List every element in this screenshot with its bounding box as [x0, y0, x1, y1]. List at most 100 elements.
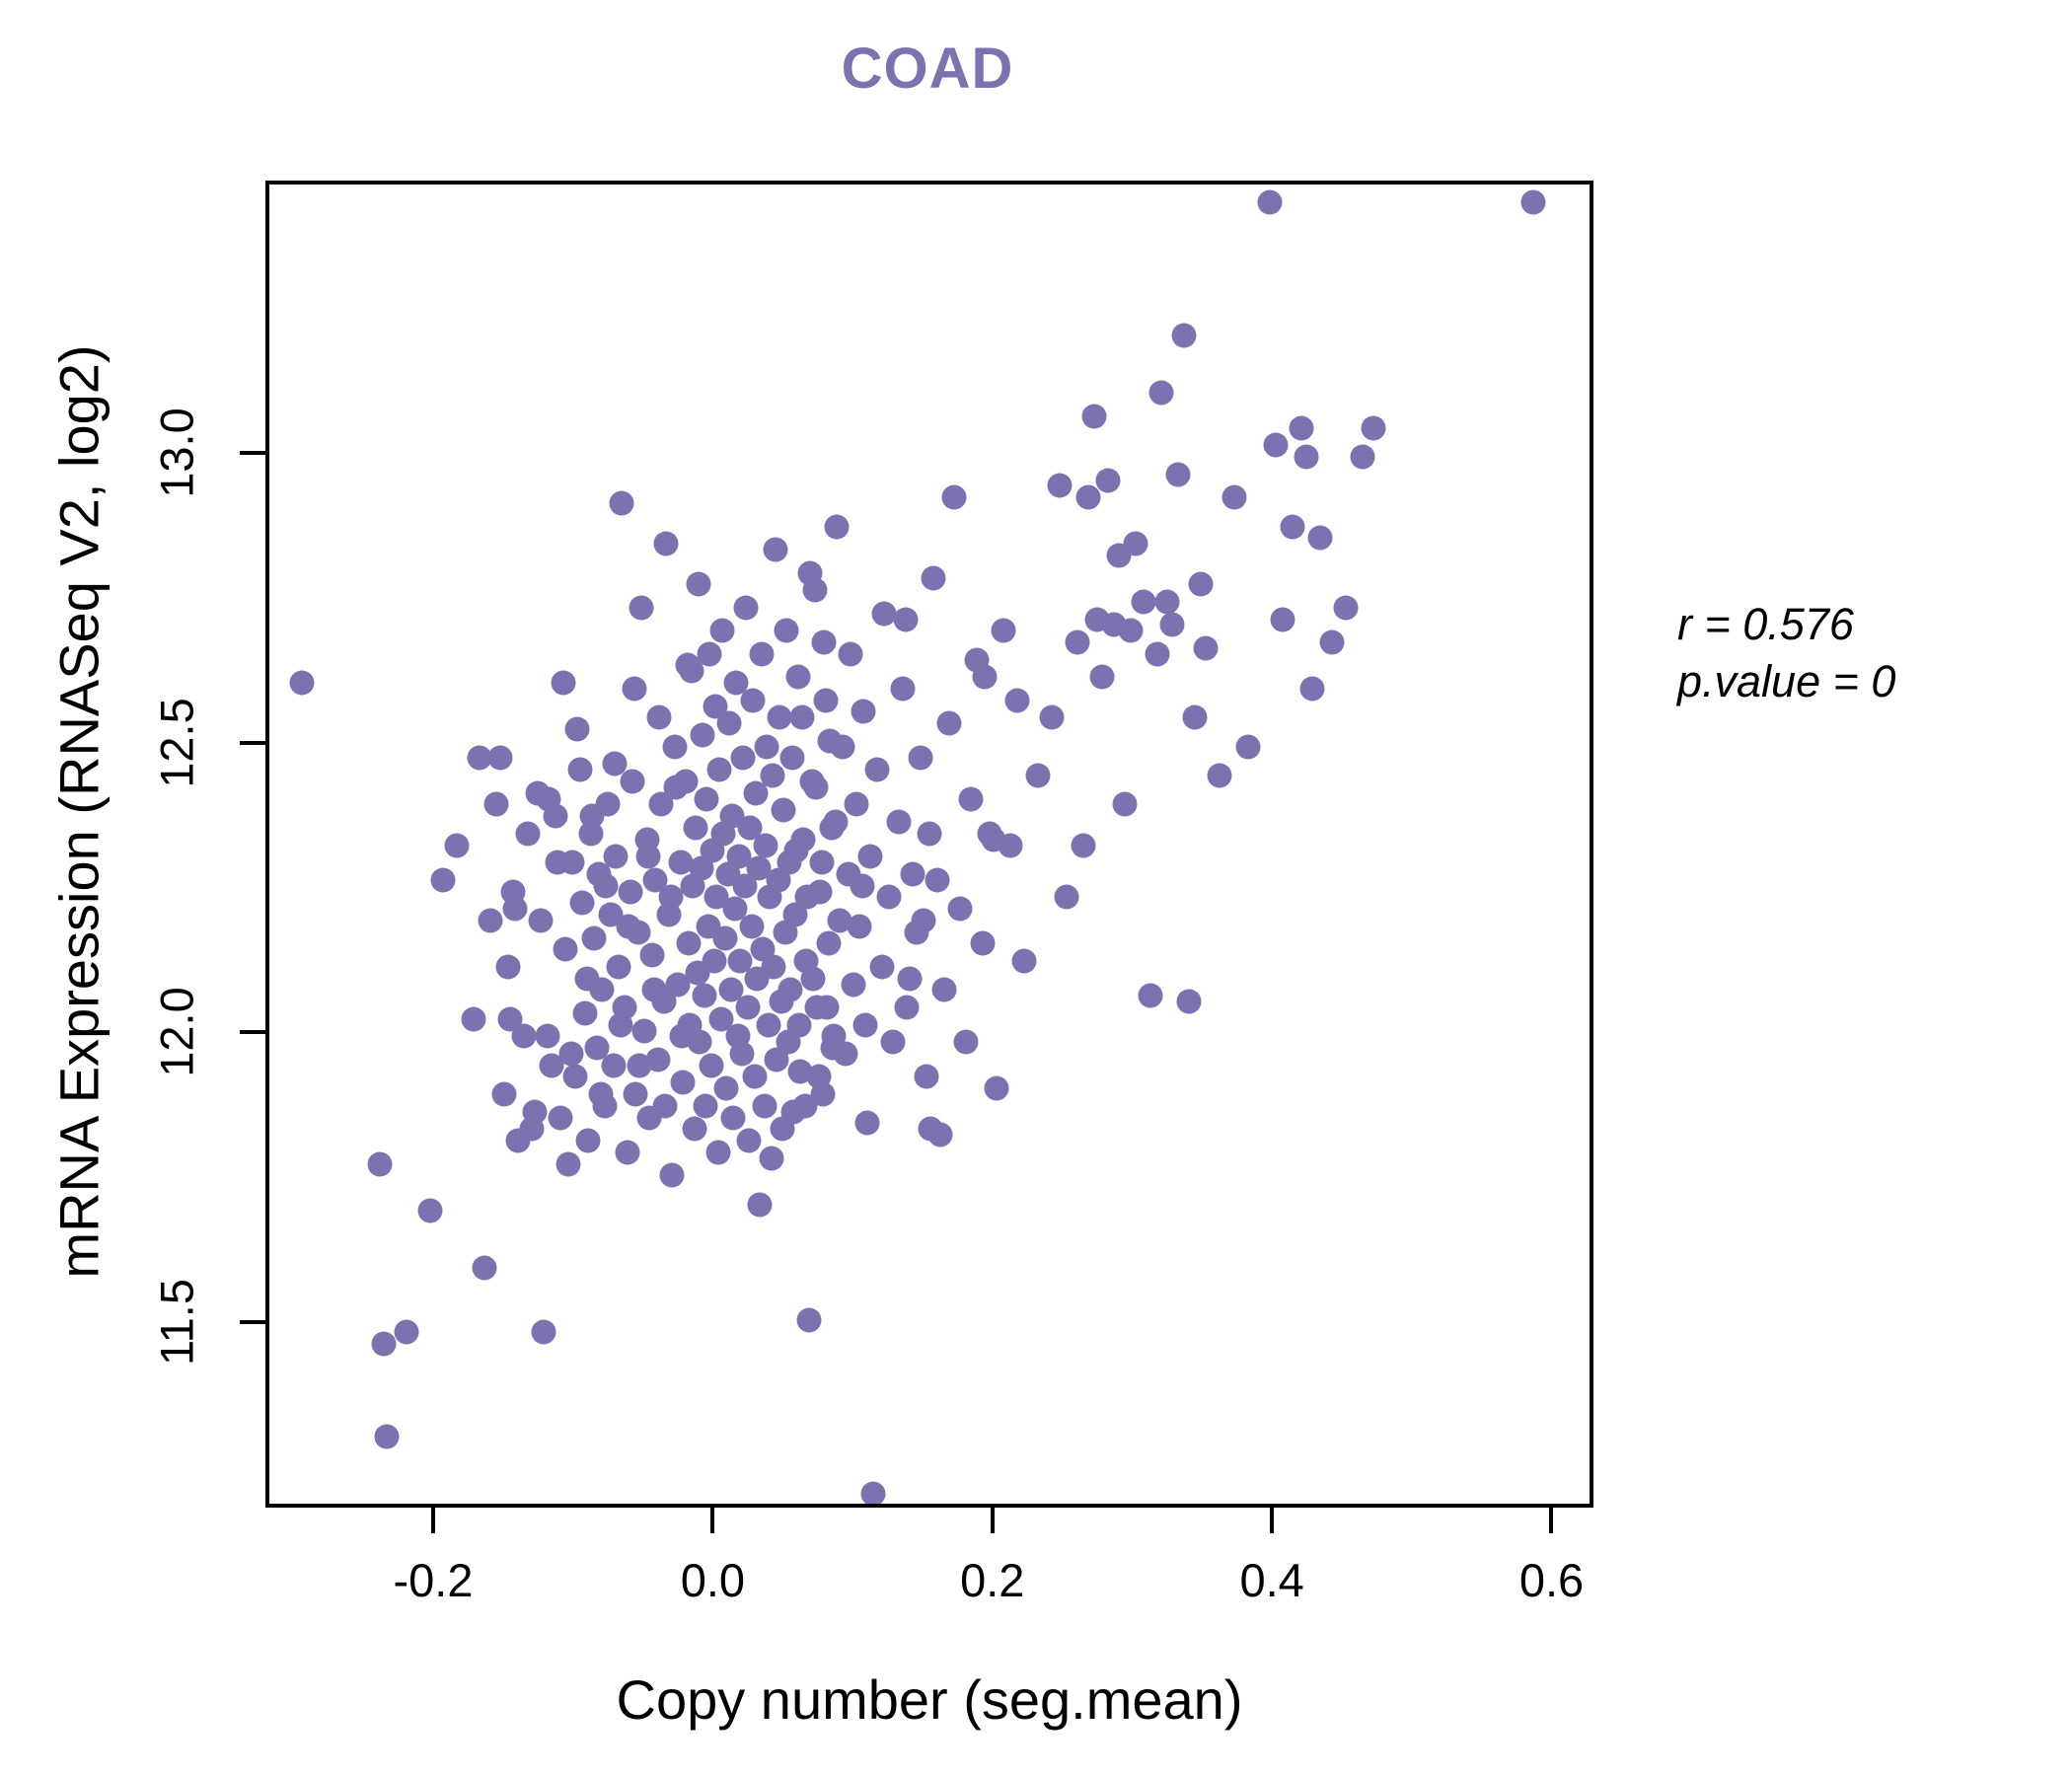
data-point — [796, 1307, 822, 1333]
data-point — [1025, 763, 1051, 788]
correlation-stats-annotation: r = 0.576 p.value = 0 — [1677, 596, 1895, 709]
data-point — [629, 595, 654, 621]
data-point — [897, 966, 923, 992]
data-point — [528, 908, 554, 933]
data-point — [880, 1029, 906, 1055]
data-point — [467, 745, 492, 771]
data-point — [1270, 607, 1295, 631]
data-point — [941, 484, 967, 510]
pearson-r-label: r = 0.576 — [1677, 599, 1854, 649]
data-point — [817, 728, 843, 754]
data-point — [767, 704, 792, 730]
data-point — [857, 844, 883, 869]
data-point — [841, 972, 866, 998]
data-point — [860, 1481, 886, 1504]
data-point — [785, 664, 811, 690]
data-point — [850, 873, 875, 899]
data-point — [854, 1110, 880, 1136]
data-point — [593, 873, 619, 899]
data-point — [709, 618, 735, 643]
data-point — [806, 1064, 832, 1089]
data-point — [653, 531, 679, 556]
data-point — [749, 641, 775, 667]
data-point — [803, 775, 829, 800]
data-point — [555, 1151, 581, 1177]
y-axis-tick-label: 12.0 — [150, 987, 203, 1078]
data-point — [536, 786, 561, 812]
data-point — [686, 571, 711, 597]
data-point — [1154, 589, 1180, 615]
data-point — [603, 844, 629, 869]
data-point — [972, 664, 998, 690]
data-point — [809, 850, 835, 875]
data-point — [495, 954, 521, 980]
data-point — [797, 560, 823, 585]
y-axis-tick-label: 11.5 — [150, 1279, 203, 1367]
y-axis: 11.5 12.0 12.5 13.0 — [0, 0, 265, 1776]
data-point — [564, 716, 590, 742]
data-point — [958, 786, 984, 812]
y-axis-tick-label: 13.0 — [150, 407, 203, 498]
data-point — [1081, 404, 1107, 429]
data-point — [730, 745, 756, 771]
data-point — [1193, 635, 1219, 661]
data-point — [1011, 948, 1037, 974]
data-point — [531, 1319, 556, 1345]
data-point — [551, 670, 576, 696]
data-point — [461, 1006, 486, 1032]
data-point — [800, 966, 826, 992]
data-point — [693, 1093, 718, 1119]
data-point — [911, 908, 936, 933]
data-point — [606, 954, 631, 980]
data-point — [1263, 432, 1289, 458]
y-axis-tick-label: 12.5 — [150, 697, 203, 788]
data-point — [1182, 704, 1208, 730]
data-point — [620, 769, 645, 794]
data-point — [682, 1116, 707, 1142]
data-point — [615, 1140, 640, 1165]
data-point — [522, 1099, 548, 1125]
data-point — [917, 821, 942, 847]
data-point — [811, 629, 837, 655]
data-point — [1299, 676, 1325, 702]
data-point — [900, 861, 925, 887]
data-point — [618, 879, 643, 905]
x-axis-tick-label: -0.2 — [393, 1554, 474, 1606]
page-title: COAD — [841, 37, 1014, 101]
data-point — [478, 908, 503, 933]
x-axis-tick-label: 0.0 — [680, 1554, 746, 1606]
data-point — [991, 618, 1016, 643]
data-point — [814, 995, 840, 1020]
data-point — [662, 734, 688, 760]
data-point — [1123, 531, 1148, 556]
p-value-label: p.value = 0 — [1677, 655, 1896, 706]
data-point — [608, 1012, 633, 1038]
data-point — [675, 652, 701, 678]
data-point — [635, 844, 661, 869]
data-point — [699, 1053, 724, 1078]
data-point — [760, 763, 785, 788]
data-point — [553, 936, 578, 962]
data-point — [747, 1192, 773, 1218]
data-point — [742, 1064, 768, 1089]
data-point — [1095, 468, 1121, 493]
data-point — [668, 850, 694, 875]
data-point — [588, 1081, 614, 1107]
data-point — [786, 1012, 812, 1038]
data-point — [371, 1331, 397, 1357]
data-point — [1148, 380, 1174, 406]
data-point — [864, 757, 890, 782]
data-point — [908, 745, 933, 771]
data-point — [289, 670, 315, 696]
data-point — [729, 1041, 755, 1067]
data-point — [367, 1151, 393, 1177]
data-point — [947, 896, 973, 922]
data-point — [567, 757, 593, 782]
data-point — [981, 827, 1006, 852]
data-point — [1112, 791, 1138, 817]
data-point — [761, 954, 786, 980]
data-point — [515, 821, 541, 847]
data-point — [623, 1081, 648, 1107]
data-point — [659, 1162, 685, 1188]
